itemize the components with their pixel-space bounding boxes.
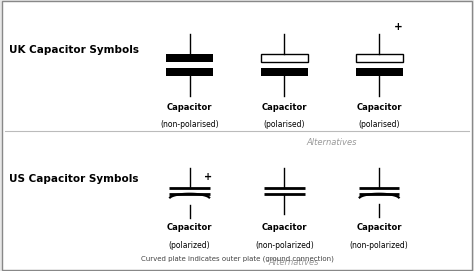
Text: (polarized): (polarized) [169, 241, 210, 250]
Text: (polarised): (polarised) [358, 120, 400, 129]
Text: Capacitor: Capacitor [356, 223, 402, 232]
Text: Alternatives: Alternatives [307, 138, 357, 147]
Text: Capacitor: Capacitor [167, 223, 212, 232]
Bar [356, 68, 403, 76]
Bar [166, 68, 213, 76]
Text: (non-polarized): (non-polarized) [255, 241, 314, 250]
Text: (non-polarized): (non-polarized) [350, 241, 409, 250]
Bar [166, 54, 213, 62]
Bar [261, 54, 308, 62]
Text: Curved plate indicates outer plate (ground connection): Curved plate indicates outer plate (grou… [141, 256, 333, 262]
Text: (non-polarised): (non-polarised) [160, 120, 219, 129]
Text: (polarised): (polarised) [264, 120, 305, 129]
Text: Alternatives: Alternatives [269, 258, 319, 267]
Text: Capacitor: Capacitor [262, 102, 307, 112]
Text: US Capacitor Symbols: US Capacitor Symbols [9, 174, 139, 184]
Text: Capacitor: Capacitor [262, 223, 307, 232]
Bar [356, 54, 403, 62]
Text: Capacitor: Capacitor [167, 102, 212, 112]
Text: +: + [203, 172, 212, 182]
Bar [261, 68, 308, 76]
Text: Capacitor: Capacitor [356, 102, 402, 112]
Text: UK Capacitor Symbols: UK Capacitor Symbols [9, 45, 139, 55]
Text: +: + [394, 22, 402, 32]
